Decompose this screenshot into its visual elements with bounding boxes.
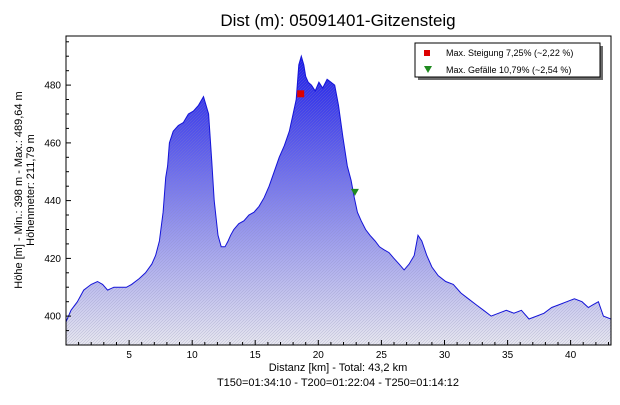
legend-item-max-descent: Max. Gefälle 10,79% (~2,54 %)	[446, 65, 571, 75]
legend-box	[414, 42, 601, 78]
max-descent-marker	[350, 188, 359, 196]
x-axis: 5 10 15 20 25 30 35 40	[65, 340, 609, 361]
max-climb-marker	[297, 90, 305, 98]
y-axis-label-elevation-gain: Höhenmeter: 211,79 m	[25, 134, 37, 246]
y-tick-label: 420	[44, 254, 61, 265]
plot-content	[66, 54, 611, 345]
elevation-area-hatch	[66, 56, 611, 345]
legend-marker-max-climb	[424, 50, 430, 56]
x-axis-label-times: T150=01:34:10 - T200=01:22:04 - T250=01:…	[217, 377, 459, 389]
chart-title: Dist (m): 05091401-Gitzensteig	[220, 11, 455, 30]
plot-area-frame	[65, 35, 612, 346]
x-tick-label: 30	[439, 350, 451, 361]
legend-item-max-climb: Max. Steigung 7,25% (~2,22 %)	[446, 48, 573, 58]
x-tick-label: 40	[565, 350, 577, 361]
y-tick-label: 460	[44, 138, 61, 149]
x-tick-label: 10	[187, 350, 199, 361]
y-tick-label: 480	[44, 81, 61, 92]
x-tick-label: 20	[313, 350, 325, 361]
y-tick-label: 440	[44, 196, 61, 207]
x-tick-label: 35	[502, 350, 514, 361]
x-tick-label: 15	[250, 350, 262, 361]
elevation-profile-line	[66, 54, 611, 323]
legend-marker-max-descent	[424, 66, 432, 73]
legend: Max. Steigung 7,25% (~2,22 %) Max. Gefäl…	[414, 42, 603, 80]
y-axis: 400 420 440 460 480	[44, 41, 71, 346]
x-tick-label: 5	[126, 350, 132, 361]
x-axis-label-distance: Distanz [km] - Total: 43,2 km	[269, 362, 408, 374]
y-tick-label: 400	[44, 312, 61, 323]
x-tick-label: 25	[376, 350, 388, 361]
y-axis-label-height: Höhe [m] - Min.: 398 m - Max.: 489,64 m	[13, 91, 25, 288]
